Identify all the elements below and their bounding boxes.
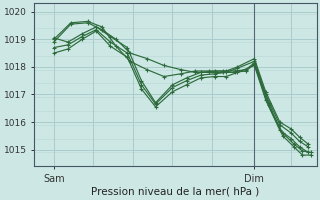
X-axis label: Pression niveau de la mer( hPa ): Pression niveau de la mer( hPa ) [91, 187, 260, 197]
